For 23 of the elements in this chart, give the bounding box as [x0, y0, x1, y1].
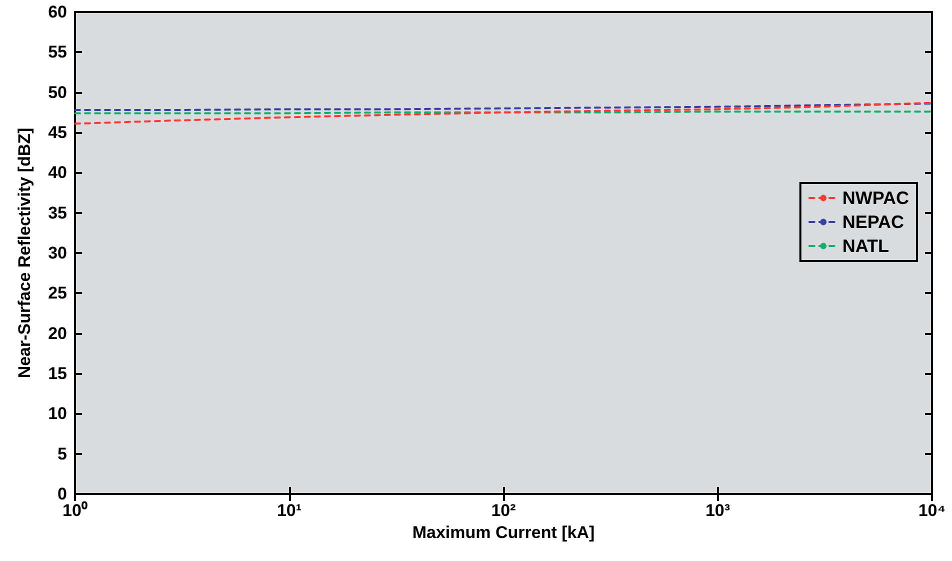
- legend-label: NATL: [842, 236, 889, 256]
- y-tick-label: 20: [48, 324, 67, 343]
- legend-label: NEPAC: [842, 212, 904, 232]
- y-tick-label: 10: [48, 404, 67, 424]
- y-tick-label: 60: [48, 2, 67, 22]
- x-tick-label: 10⁴: [918, 501, 946, 520]
- x-axis-title: Maximum Current [kA]: [412, 522, 595, 542]
- y-tick-label: 50: [48, 82, 67, 102]
- x-tick-label: 10²: [491, 501, 516, 520]
- y-axis-title: Near-Surface Reflectivity [dBZ]: [15, 128, 34, 378]
- y-tick-label: 40: [48, 163, 67, 182]
- y-tick-label: 0: [58, 484, 67, 504]
- x-tick-label: 10³: [705, 501, 730, 520]
- y-tick-label: 25: [48, 284, 67, 303]
- y-tick-label: 15: [48, 364, 67, 383]
- legend-label: NWPAC: [842, 188, 909, 208]
- y-tick-label: 45: [48, 123, 67, 142]
- x-tick-label: 10⁰: [62, 501, 88, 520]
- y-tick-label: 55: [48, 42, 67, 62]
- y-tick-label: 35: [48, 203, 67, 222]
- x-tick-label: 10¹: [276, 501, 302, 520]
- y-tick-label: 5: [58, 444, 67, 464]
- y-tick-label: 30: [48, 244, 67, 262]
